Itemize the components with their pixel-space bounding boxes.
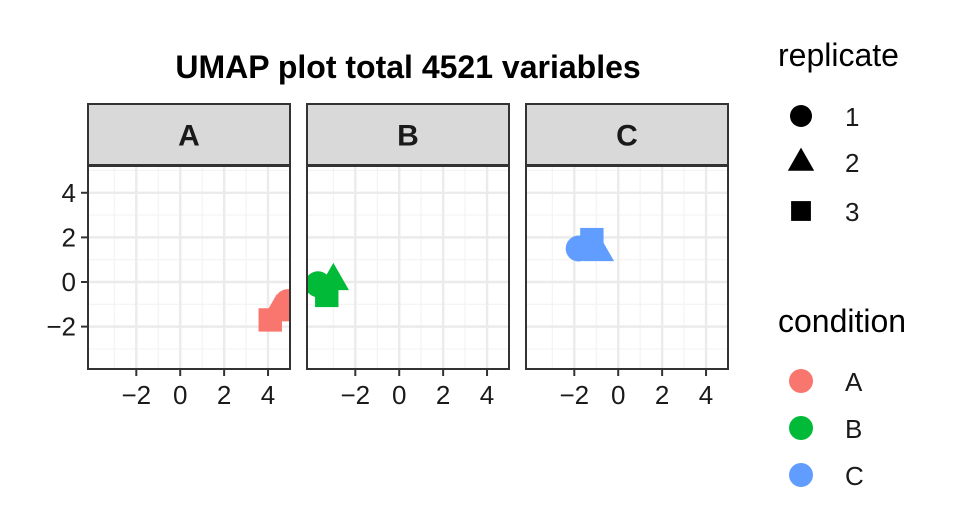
panel-background: [526, 166, 728, 369]
legend-key-condition-a: [789, 369, 813, 393]
legend-condition: condition ABC: [778, 303, 906, 491]
panel-border: [306, 165, 510, 370]
x-tick-label: 4: [261, 380, 275, 410]
legend-label: A: [845, 367, 863, 397]
facet-panel-c: C −2 0 2 4: [525, 103, 729, 410]
data-points: [307, 262, 349, 308]
point-a-rep3: [258, 308, 282, 332]
data-points: [565, 227, 615, 262]
x-tick-label: 0: [611, 380, 625, 410]
x-axis: −2 0 2 4: [559, 369, 713, 410]
legend-label: C: [845, 461, 864, 491]
facet-panel-b: B −2 0 2 4: [306, 103, 510, 410]
x-tick-label: −2: [121, 380, 151, 410]
chart-title: UMAP plot total 4521 variables: [175, 49, 640, 85]
facet-panels: A−2 0 2 4B−2 0 2 4C−2 0 2 4: [87, 103, 729, 410]
legend-title-condition: condition: [778, 303, 906, 339]
x-tick-label: 0: [392, 380, 406, 410]
y-axis: −2 0 2 4: [46, 178, 88, 342]
panel-border: [525, 165, 729, 370]
minor-gridlines: [307, 166, 509, 369]
minor-gridlines: [88, 166, 290, 369]
x-tick-label: 0: [173, 380, 187, 410]
point-b-rep2: [317, 262, 349, 291]
facet-strip: [306, 103, 510, 166]
facet-panel-a: A −2 0 2 4: [87, 103, 291, 410]
x-tick-label: 2: [436, 380, 450, 410]
y-tick-label: 2: [62, 222, 76, 252]
x-tick-label: 4: [480, 380, 494, 410]
legend-label: 1: [845, 102, 859, 132]
legend-key-circle: [790, 105, 812, 127]
x-axis: −2 0 2 4: [121, 369, 275, 410]
facet-strip: [525, 103, 729, 166]
y-tick-label: 4: [62, 178, 76, 208]
legend-key-condition-b: [789, 416, 813, 440]
panel-background: [307, 166, 509, 369]
minor-gridlines: [526, 166, 728, 369]
facet-strip-label: A: [178, 120, 200, 153]
panel-background: [88, 166, 290, 369]
facet-strip-label: B: [397, 120, 419, 153]
y-tick-label: 0: [62, 267, 76, 297]
major-gridlines: [88, 166, 290, 369]
legend-key-square: [791, 201, 811, 221]
legend-key-condition-c: [789, 463, 813, 487]
legend-title-replicate: replicate: [778, 37, 899, 73]
legend-replicate: replicate 1 2 3: [778, 37, 899, 227]
x-tick-label: −2: [559, 380, 589, 410]
legend-label: B: [845, 414, 862, 444]
major-gridlines: [526, 166, 728, 369]
x-tick-label: 2: [655, 380, 669, 410]
x-tick-label: 2: [217, 380, 231, 410]
panel-border: [87, 165, 291, 370]
point-b-rep3: [315, 283, 339, 308]
data-points: [258, 289, 290, 332]
facet-strip-label: C: [616, 120, 638, 153]
point-c-rep3: [580, 227, 604, 252]
facet-strip: [87, 103, 291, 166]
y-tick-label: −2: [46, 312, 76, 342]
legend-label: 3: [845, 197, 859, 227]
x-axis: −2 0 2 4: [340, 369, 494, 410]
legend-key-triangle: [787, 147, 815, 171]
legend-label: 2: [845, 148, 859, 178]
x-tick-label: 4: [699, 380, 713, 410]
x-tick-label: −2: [340, 380, 370, 410]
legend: replicate 1 2 3 condition ABC: [778, 37, 906, 491]
